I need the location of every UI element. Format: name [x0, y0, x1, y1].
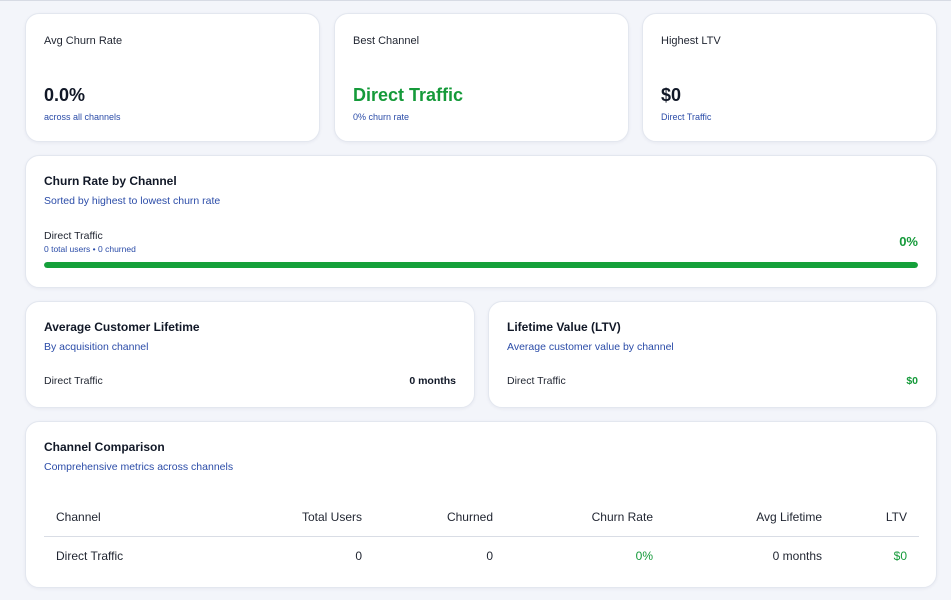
stat-value: Direct Traffic — [353, 85, 464, 105]
card-subtitle: Sorted by highest to lowest churn rate — [44, 195, 221, 207]
channel-name: Direct Traffic — [44, 230, 103, 242]
cell-churn-rate: 0% — [635, 549, 653, 563]
ltv-card: Lifetime Value (LTV) Average customer va… — [488, 301, 937, 408]
table-header-row: Channel Total Users Churned Churn Rate A… — [44, 498, 919, 537]
column-header-churn-rate: Churn Rate — [505, 498, 665, 537]
stat-value: 0.0% — [44, 85, 86, 105]
card-subtitle: Average customer value by channel — [507, 341, 674, 353]
cell-avg-lifetime: 0 months — [772, 549, 822, 563]
stat-label: Avg Churn Rate — [44, 35, 123, 47]
stat-card-avg-churn: Avg Churn Rate 0.0% across all channels — [25, 13, 320, 142]
stat-value: $0 — [661, 85, 682, 105]
card-subtitle: Comprehensive metrics across channels — [44, 461, 234, 473]
cell-churned: 0 — [486, 549, 493, 563]
column-header-churned: Churned — [374, 498, 505, 537]
stat-card-best-channel: Best Channel Direct Traffic 0% churn rat… — [334, 13, 629, 142]
churn-by-channel-card: Churn Rate by Channel Sorted by highest … — [25, 155, 937, 288]
stat-subtext: Direct Traffic — [661, 112, 712, 122]
avg-lifetime-card: Average Customer Lifetime By acquisition… — [25, 301, 475, 408]
card-title: Churn Rate by Channel — [44, 174, 177, 188]
table-row: Direct Traffic 0 0 0% 0 months $0 — [44, 537, 919, 576]
cell-channel: Direct Traffic — [56, 549, 124, 563]
stat-label: Best Channel — [353, 35, 420, 47]
top-divider — [0, 0, 951, 1]
stat-label: Highest LTV — [661, 35, 721, 47]
churn-rate-bar-fill — [44, 262, 918, 268]
cell-total-users: 0 — [355, 549, 362, 563]
column-header-channel: Channel — [44, 498, 234, 537]
cell-ltv: $0 — [893, 549, 907, 563]
lifetime-value: 0 months — [409, 375, 456, 387]
ltv-value: $0 — [906, 375, 918, 387]
card-subtitle: By acquisition channel — [44, 341, 149, 353]
card-title: Lifetime Value (LTV) — [507, 320, 621, 334]
churn-rate-value: 0% — [899, 234, 918, 249]
column-header-total-users: Total Users — [234, 498, 374, 537]
channel-comparison-card: Channel Comparison Comprehensive metrics… — [25, 421, 937, 588]
column-header-ltv: LTV — [834, 498, 919, 537]
stat-subtext: 0% churn rate — [353, 112, 410, 122]
card-title: Average Customer Lifetime — [44, 320, 200, 334]
channel-meta: 0 total users • 0 churned — [44, 244, 136, 254]
column-header-avg-lifetime: Avg Lifetime — [665, 498, 834, 537]
channel-name: Direct Traffic — [507, 375, 566, 387]
channel-name: Direct Traffic — [44, 375, 103, 387]
stat-card-highest-ltv: Highest LTV $0 Direct Traffic — [642, 13, 937, 142]
comparison-table: Channel Total Users Churned Churn Rate A… — [44, 498, 919, 575]
churn-rate-bar — [44, 262, 918, 268]
stat-subtext: across all channels — [44, 112, 121, 122]
card-title: Channel Comparison — [44, 440, 165, 454]
